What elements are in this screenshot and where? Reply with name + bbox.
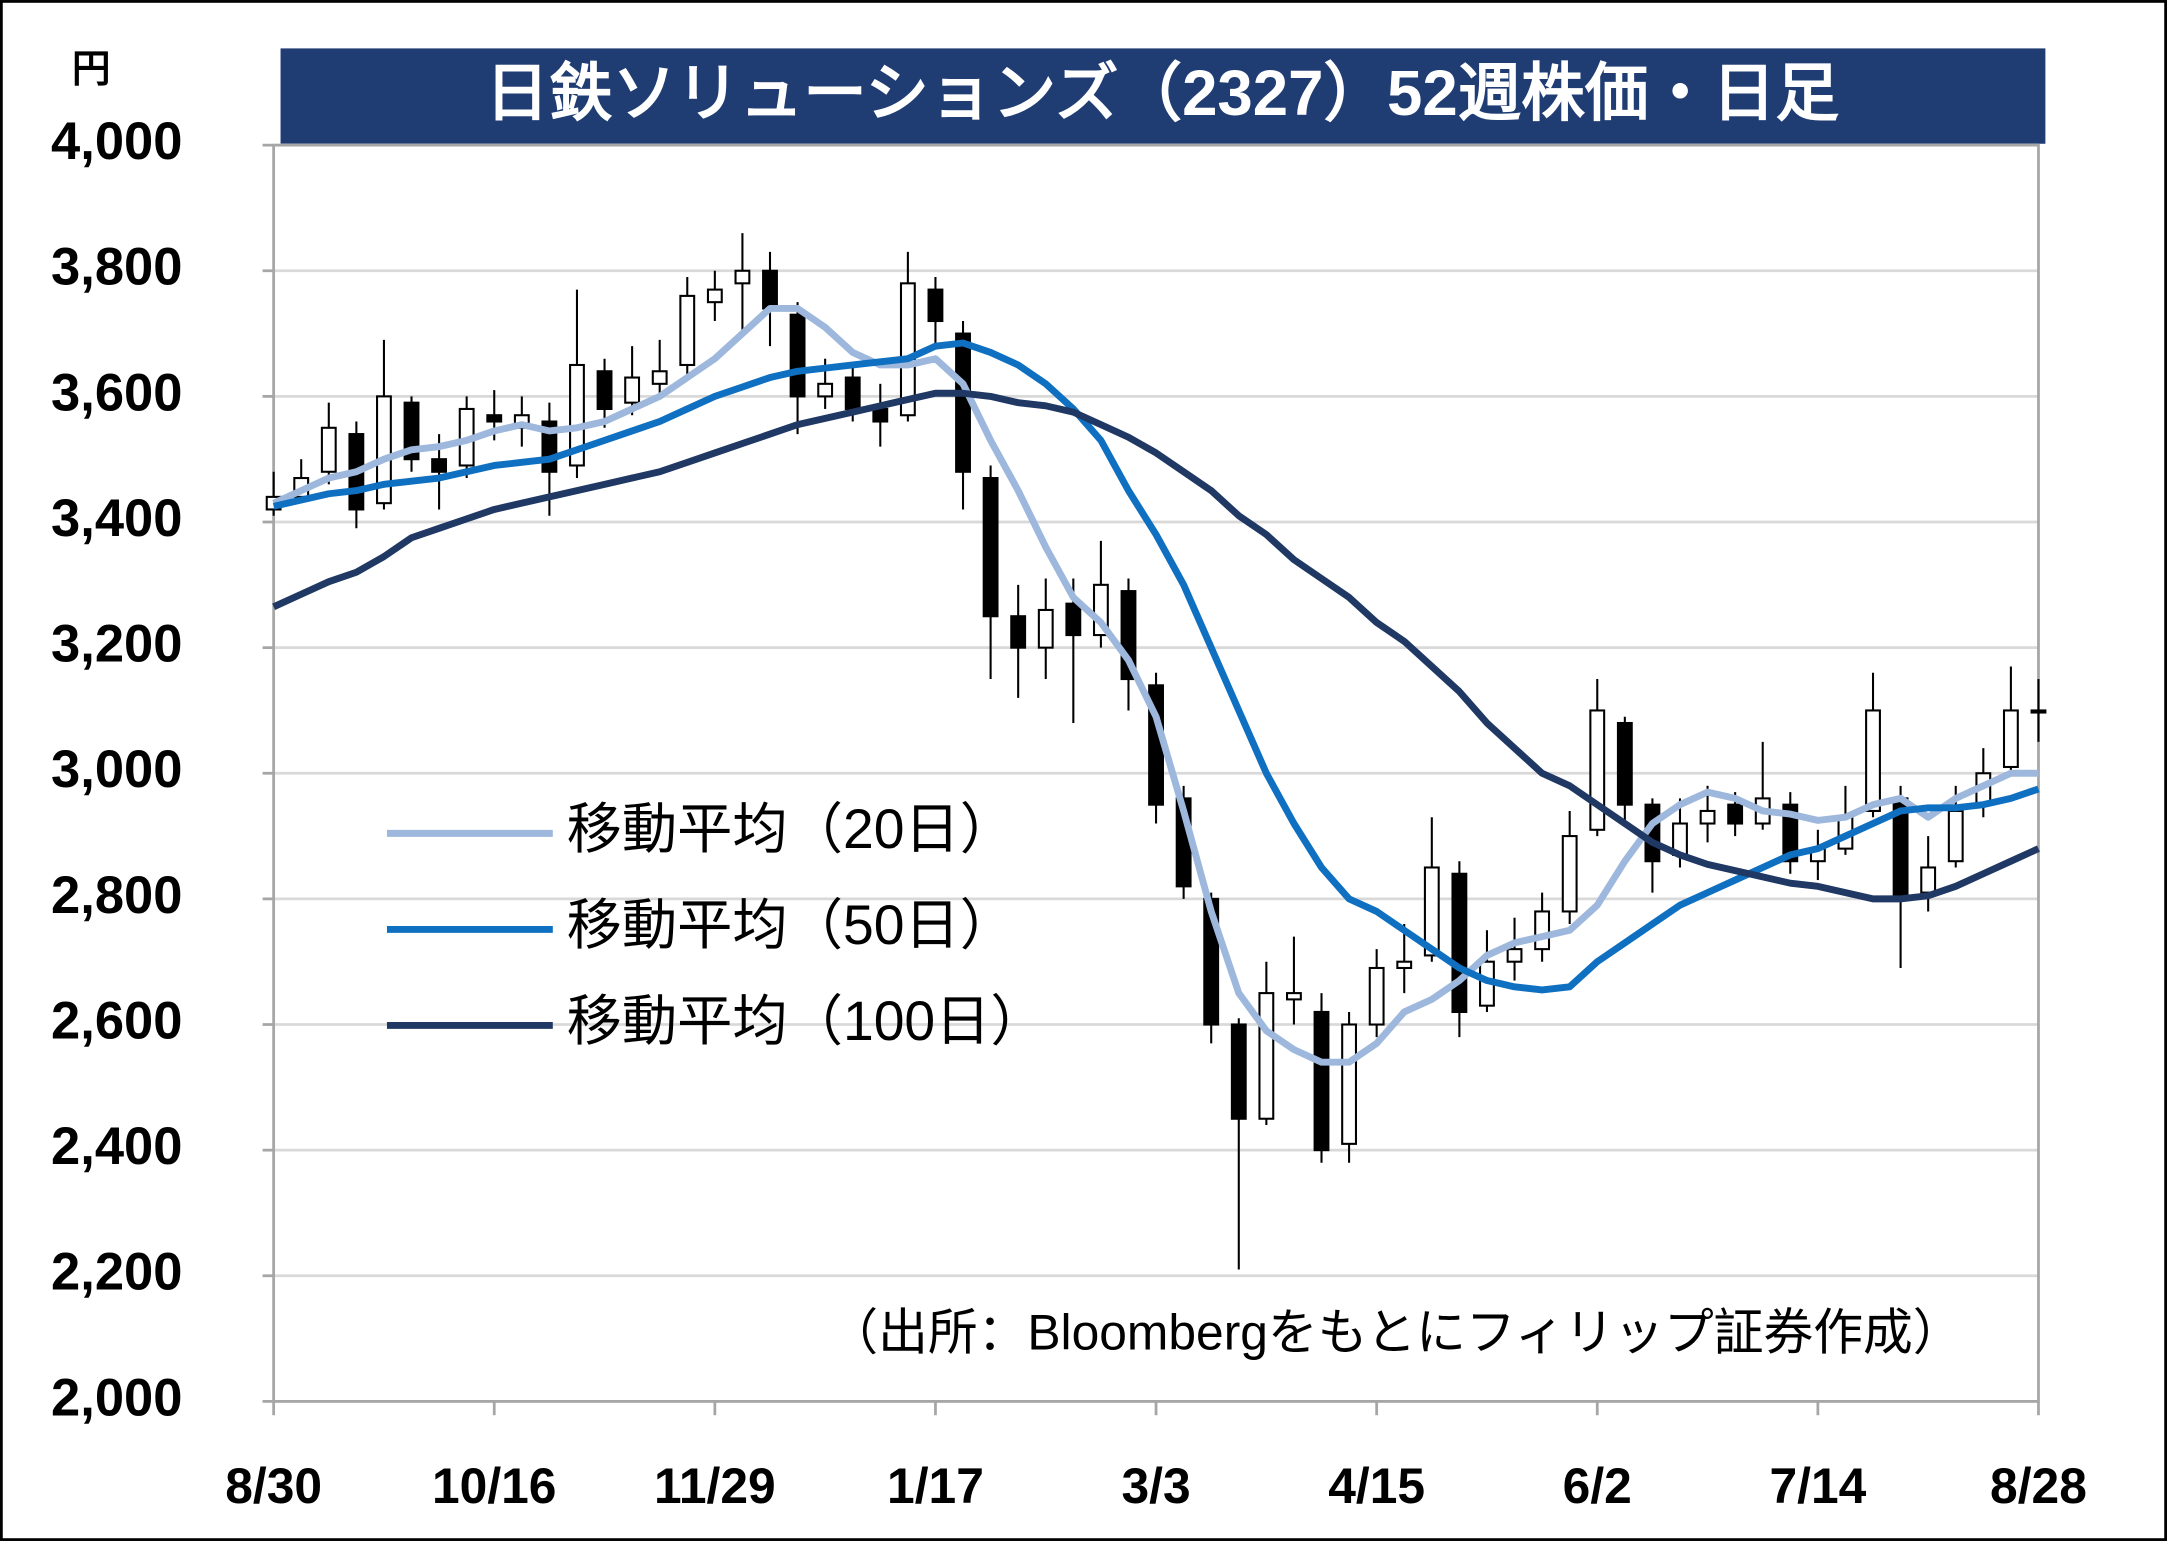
candle-body <box>1368 966 1385 1026</box>
title-box <box>280 48 2046 144</box>
chart-title: 日鉄ソリューションズ（2327）52週株価・日足 <box>485 58 1839 129</box>
candle-body <box>624 376 641 404</box>
x-tick-label: 11/29 <box>654 1458 776 1514</box>
candle-body <box>1341 1023 1358 1145</box>
candle-body <box>1313 1010 1330 1152</box>
candle-body <box>1010 615 1027 649</box>
candle-body <box>1727 803 1744 825</box>
candle-body <box>376 395 392 505</box>
candle-body <box>651 370 668 385</box>
y-tick-label: 4,000 <box>51 112 182 171</box>
y-tick-label: 2,000 <box>51 1368 182 1427</box>
candle-body <box>927 288 944 323</box>
candle-body <box>486 414 503 423</box>
candle-body <box>1920 866 1937 894</box>
candle-body <box>899 282 916 417</box>
candle-body <box>569 363 585 467</box>
x-tick-label: 6/2 <box>1563 1458 1632 1514</box>
candle-body <box>1616 721 1633 806</box>
x-tick-label: 8/28 <box>1990 1458 2087 1514</box>
candle-body <box>403 401 420 461</box>
y-tick-label: 3,400 <box>51 489 182 548</box>
y-tick-label: 2,800 <box>51 866 182 925</box>
y-tick-label: 2,400 <box>51 1117 182 1176</box>
candle-body <box>872 407 889 423</box>
candle-body <box>2030 709 2047 714</box>
x-tick-label: 4/15 <box>1328 1458 1425 1514</box>
candle-body <box>2002 709 2019 769</box>
candle-body <box>1534 910 1551 951</box>
candle-body <box>844 376 861 410</box>
candle-body <box>1451 872 1468 1013</box>
candle-body <box>734 269 751 285</box>
legend-label: 移動平均（20日） <box>567 798 1015 860</box>
candle-body <box>762 269 778 310</box>
legend: 移動平均（20日） 移動平均（50日） 移動平均（100日） <box>386 798 1046 1052</box>
candle-body <box>1699 809 1716 825</box>
candle-body <box>789 313 806 398</box>
y-tick-label: 3,000 <box>51 740 182 799</box>
x-tick-label: 1/17 <box>887 1458 984 1514</box>
x-tick-label: 8/30 <box>225 1458 322 1514</box>
candle-body <box>1286 992 1302 1001</box>
y-tick-label: 3,800 <box>51 238 182 297</box>
candle-body <box>1423 866 1440 957</box>
candle-body <box>431 458 448 473</box>
y-tick-label: 2,600 <box>51 991 182 1050</box>
y-tick-label: 3,600 <box>51 363 182 422</box>
source-note: （出所：Bloombergをもとにフィリップ証券作成） <box>828 1305 1962 1361</box>
y-unit: 円 <box>72 48 111 91</box>
legend-label: 移動平均（100日） <box>567 990 1046 1052</box>
candle-body <box>982 477 999 618</box>
candle-body <box>706 288 723 304</box>
candle-body <box>1865 709 1881 812</box>
x-tick-label: 7/14 <box>1769 1458 1866 1514</box>
candle-body <box>1561 835 1578 913</box>
candle-body <box>1506 948 1523 963</box>
candle-body <box>1037 608 1054 649</box>
moving-average-line <box>272 304 2039 1066</box>
y-tick-label: 3,200 <box>51 615 182 674</box>
legend-label: 移動平均（50日） <box>567 894 1015 956</box>
candle-body <box>1947 809 1964 863</box>
candle-body <box>1396 960 1413 970</box>
x-tick-label: 3/3 <box>1121 1458 1190 1514</box>
marks <box>265 233 2047 1270</box>
candle-body <box>1065 602 1082 637</box>
candle-body <box>955 332 971 473</box>
candle-body <box>596 370 613 410</box>
candle-body <box>320 426 337 473</box>
moving-average-line <box>272 389 2040 903</box>
candle-body <box>1782 803 1799 863</box>
candle-body <box>679 294 696 367</box>
candle-body <box>1258 992 1275 1120</box>
grid: 2,000 2,200 2,400 2,600 2,800 3,000 3,200 3,400… <box>51 112 2087 1514</box>
candle-body <box>1230 1023 1247 1120</box>
y-tick-label: 2,200 <box>51 1243 182 1302</box>
candle-body <box>817 382 834 398</box>
x-tick-label: 10/16 <box>432 1458 557 1514</box>
